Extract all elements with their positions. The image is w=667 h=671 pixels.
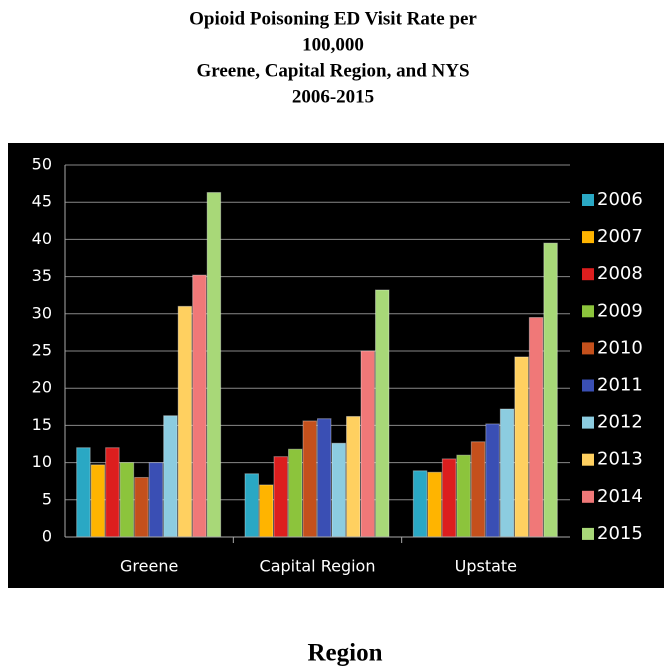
bar [90, 464, 106, 538]
y-tick-label: 25 [32, 341, 52, 360]
bar [360, 350, 375, 538]
bar [331, 442, 346, 538]
y-tick-label: 40 [32, 229, 52, 248]
bar [317, 418, 332, 538]
bar [543, 242, 558, 538]
x-tick-label: Greene [120, 557, 178, 576]
legend-swatch [582, 453, 594, 466]
bar [288, 448, 303, 538]
legend-swatch [582, 268, 594, 281]
legend-swatch [582, 490, 594, 503]
bar [441, 458, 457, 538]
legend-swatch [582, 231, 594, 244]
legend-label: 2015 [597, 523, 643, 544]
bar [273, 456, 288, 538]
bar [148, 462, 164, 538]
bar [499, 408, 515, 538]
legend-label: 2006 [597, 189, 643, 210]
bar [485, 423, 500, 538]
bar [259, 484, 274, 538]
legend-label: 2011 [597, 375, 643, 396]
bar [119, 462, 135, 538]
bar [375, 289, 390, 538]
y-tick-label: 30 [32, 303, 52, 322]
legend-label: 2010 [597, 337, 643, 358]
legend-swatch [582, 379, 594, 392]
x-tick-label: Capital Region [260, 557, 376, 576]
y-tick-label: 5 [42, 489, 52, 508]
bar [470, 441, 486, 538]
legend-label: 2014 [597, 486, 643, 507]
chart-title: 100,000 [302, 34, 364, 55]
bar [163, 415, 178, 538]
y-tick-label: 20 [32, 378, 52, 397]
bar [302, 420, 317, 538]
legend-label: 2009 [597, 300, 643, 321]
legend-label: 2007 [597, 226, 643, 247]
legend-swatch [582, 342, 594, 355]
bar [412, 470, 428, 538]
bar [105, 447, 120, 538]
bar [177, 305, 193, 538]
bar [514, 356, 529, 538]
y-tick-label: 45 [32, 192, 52, 211]
bar [134, 476, 149, 538]
legend-swatch [582, 527, 594, 540]
legend-label: 2013 [597, 449, 643, 470]
bar [427, 471, 442, 538]
y-tick-label: 0 [42, 527, 52, 546]
x-tick-label: Upstate [455, 557, 517, 576]
y-tick-label: 50 [32, 155, 52, 174]
chart-title: Greene, Capital Region, and NYS [196, 60, 469, 81]
legend-swatch [582, 416, 594, 429]
bar [456, 454, 471, 538]
bar [192, 274, 207, 538]
chart-title: Opioid Poisoning ED Visit Rate per [189, 8, 477, 29]
legend-swatch [582, 194, 594, 206]
legend-label: 2012 [597, 412, 643, 433]
x-axis-label: Region [308, 640, 383, 667]
bar [206, 192, 222, 538]
bar [244, 473, 259, 538]
bar [76, 447, 91, 538]
legend-label: 2008 [597, 263, 643, 284]
y-tick-label: 10 [32, 452, 52, 471]
y-tick-label: 15 [32, 415, 52, 434]
bar [346, 415, 361, 538]
legend-swatch [582, 305, 594, 318]
bar [528, 317, 544, 538]
y-tick-label: 35 [32, 266, 52, 285]
chart-title: 2006-2015 [292, 86, 374, 107]
